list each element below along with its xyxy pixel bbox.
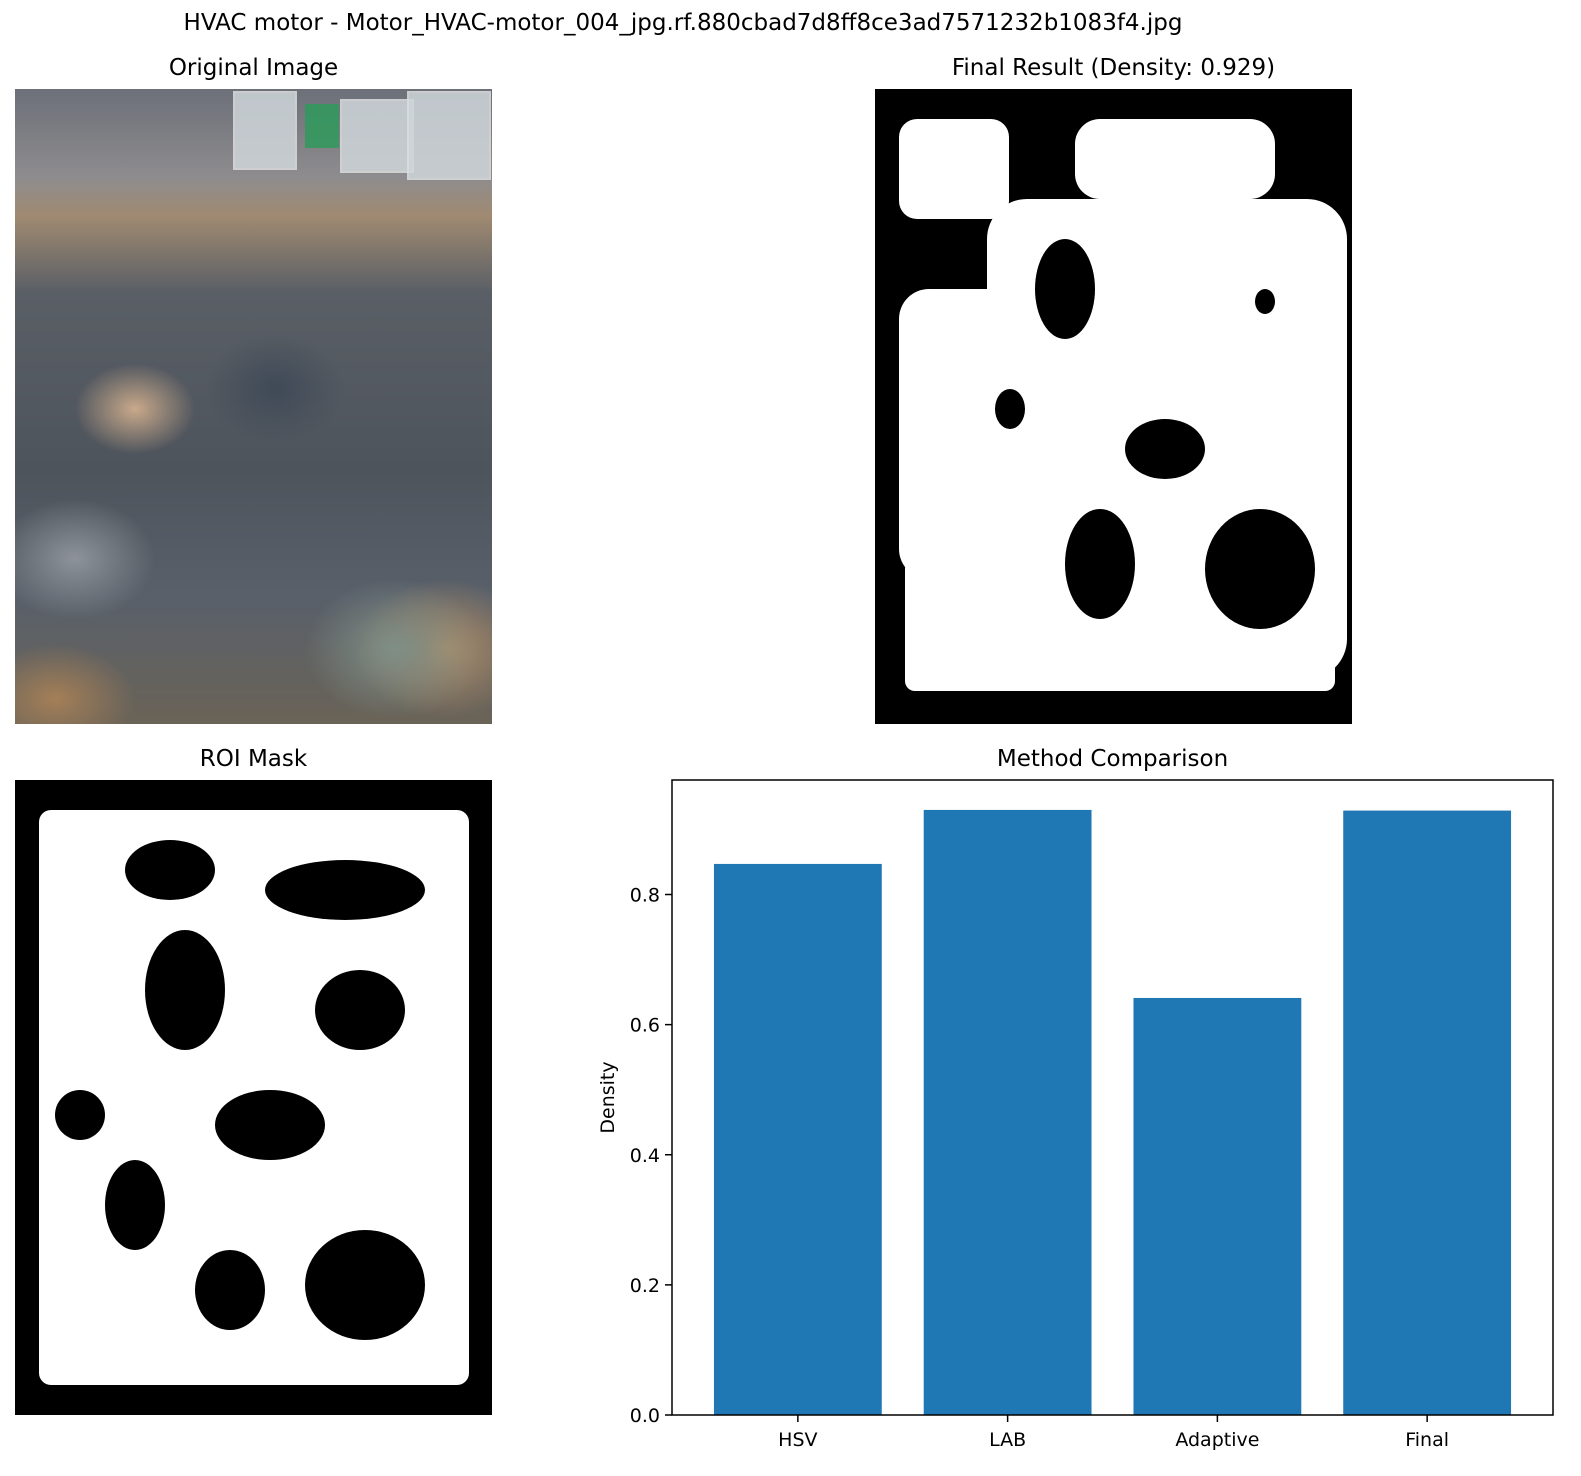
bar-final (1343, 810, 1512, 1415)
bar-lab (923, 809, 1092, 1415)
figure-title: HVAC motor - Motor_HVAC-motor_004_jpg.rf… (183, 10, 1183, 36)
chart-axes-frame (671, 779, 1554, 1416)
y-tick-label: 0.6 (630, 1015, 660, 1037)
y-tick-label: 0.2 (630, 1275, 660, 1297)
y-tick-label: 0.0 (630, 1405, 660, 1427)
x-tick-label: Final (1405, 1429, 1449, 1451)
y-tick-label: 0.4 (630, 1145, 660, 1167)
original-image-title: Original Image (168, 55, 339, 81)
final-result-mask (875, 89, 1352, 724)
x-tick-label: HSV (778, 1429, 817, 1451)
roi-mask (15, 780, 492, 1415)
chart-title: Method Comparison (996, 746, 1229, 772)
final-result-title: Final Result (Density: 0.929) (951, 55, 1276, 81)
original-image (15, 89, 492, 724)
y-axis-label: Density (597, 1061, 619, 1133)
y-tick-label: 0.8 (630, 885, 660, 907)
roi-mask-title: ROI Mask (199, 746, 308, 772)
bar-hsv (713, 863, 882, 1415)
x-tick-label: LAB (989, 1429, 1026, 1451)
x-tick-label: Adaptive (1175, 1429, 1259, 1451)
bar-adaptive (1133, 997, 1302, 1415)
